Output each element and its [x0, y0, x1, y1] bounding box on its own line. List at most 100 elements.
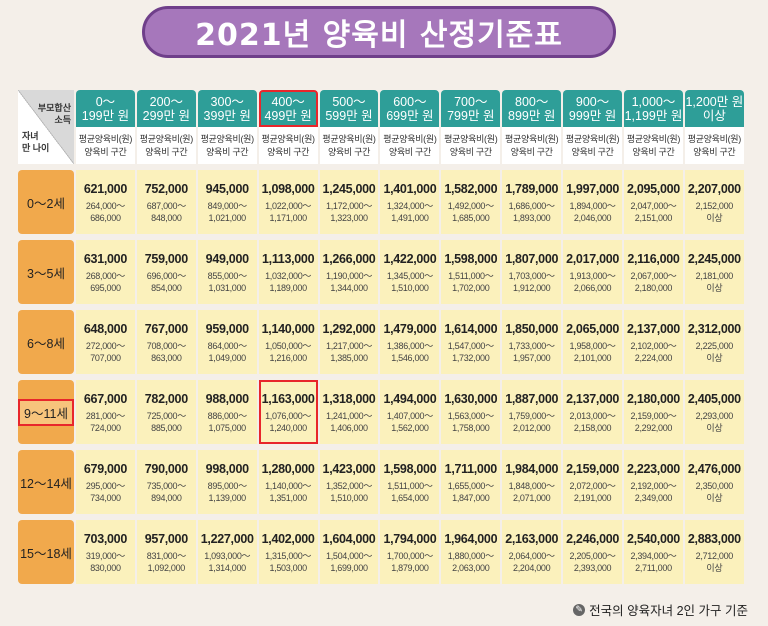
table-cell: 1,614,000 1,547,000～ 1,732,000: [441, 310, 501, 374]
table-cell: 752,000 687,000～ 848,000: [136, 170, 196, 234]
subheader-range-label: 양육비 구간: [388, 146, 431, 157]
cost-range-from: 886,000～: [207, 410, 247, 421]
cost-range-from: 1,407,000～: [386, 410, 433, 421]
cost-range-to: 이상: [706, 492, 723, 503]
income-range-line2: 899만 원: [508, 108, 556, 123]
cost-range-from: 864,000～: [207, 340, 247, 351]
average-cost: 2,163,000: [505, 531, 559, 546]
cost-range-from: 1,913,000～: [569, 270, 616, 281]
table-cell: 1,711,000 1,655,000～ 1,847,000: [441, 450, 501, 514]
subheader-avg-label: 평균양육비(원): [322, 133, 376, 144]
income-range-line2: 199만 원: [81, 108, 130, 123]
cost-range: 886,000～ 1,075,000: [208, 410, 247, 434]
cost-range-from: 1,386,000～: [386, 340, 433, 351]
age-label-text: 3～5세: [27, 266, 65, 281]
cost-range-to: 1,732,000: [452, 352, 490, 363]
income-column-header: 200～ 299만 원 평균양육비(원) 양육비 구간: [136, 90, 196, 164]
table-cell: 1,807,000 1,703,000～ 1,912,000: [502, 240, 562, 304]
average-cost: 1,280,000: [261, 461, 315, 476]
income-range-line2: 1,199만 원: [624, 108, 683, 123]
cost-range-to: 2,151,000: [634, 212, 673, 223]
cost-range: 1,407,000～ 1,562,000: [387, 410, 433, 434]
cost-range: 1,848,000～ 2,071,000: [509, 480, 555, 504]
cost-range: 1,511,000～ 1,654,000: [387, 480, 433, 504]
corner-income-label: 부모합산 소득: [38, 102, 71, 126]
row-age-label: 0～2세: [18, 170, 74, 234]
cost-range-from: 1,315,000～: [265, 550, 312, 561]
income-range: 800～ 899만 원: [502, 90, 562, 127]
cost-range-to: 2,292,000: [634, 422, 673, 433]
income-range-line1: 900～: [575, 94, 610, 109]
table-cell: 1,318,000 1,241,000～ 1,406,000: [319, 380, 379, 444]
cost-range-from: 1,093,000～: [204, 550, 251, 561]
subheader-avg-label: 평균양육비(원): [139, 133, 194, 144]
cost-range-from: 2,013,000～: [569, 410, 616, 421]
column-subheader: 평균양육비(원) 양육비 구간: [624, 127, 683, 164]
cost-range-from: 1,547,000～: [447, 340, 494, 351]
cost-range: 2,394,000～ 2,711,000: [630, 550, 676, 574]
cost-range-to: 1,021,000: [208, 212, 247, 223]
income-range-line1: 500～: [332, 94, 366, 109]
cost-range-to: 2,191,000: [573, 492, 612, 503]
cost-range: 1,880,000～ 2,063,000: [448, 550, 494, 574]
cost-range: 1,172,000～ 1,323,000: [326, 200, 372, 224]
cost-range-from: 1,190,000～: [325, 270, 373, 281]
average-cost: 2,246,000: [566, 531, 620, 546]
income-range: 200～ 299만 원: [136, 90, 196, 127]
age-label-text: 6～8세: [27, 336, 65, 351]
age-label-text: 12～14세: [20, 476, 72, 491]
cost-range: 1,352,000～ 1,510,000: [326, 480, 372, 504]
table-cell: 2,116,000 2,067,000～ 2,180,000: [624, 240, 683, 304]
average-cost: 2,476,000: [687, 461, 741, 476]
cost-range-from: 1,700,000～: [386, 550, 433, 561]
income-range-line1: 700～: [454, 94, 488, 109]
subheader-avg-label: 평균양육비(원): [505, 133, 559, 144]
table-cell: 2,180,000 2,159,000～ 2,292,000: [624, 380, 683, 444]
average-cost: 1,098,000: [261, 181, 315, 196]
footer-note: ✎ 전국의 양육자녀 2인 가구 기준: [573, 600, 748, 619]
average-cost: 1,402,000: [261, 531, 315, 546]
income-column-header: 700～ 799만 원 평균양육비(원) 양육비 구간: [441, 90, 501, 164]
cost-range: 2,205,000～ 2,393,000: [570, 550, 616, 574]
cost-range-from: 1,076,000～: [265, 410, 312, 421]
table-cell: 667,000 281,000～ 724,000: [76, 380, 135, 444]
cost-range-to: 1,510,000: [391, 282, 429, 293]
cost-range-from: 1,140,000～: [265, 480, 312, 491]
column-subheader: 평균양육비(원) 양육비 구간: [502, 127, 562, 164]
cost-range-to: 1,240,000: [269, 422, 307, 433]
average-cost: 1,582,000: [444, 181, 498, 196]
average-cost: 949,000: [205, 251, 249, 266]
average-cost: 1,318,000: [322, 391, 376, 406]
cost-range: 864,000～ 1,049,000: [208, 340, 247, 364]
cost-range-from: 1,703,000～: [508, 270, 555, 281]
table-cell: 759,000 696,000～ 854,000: [136, 240, 196, 304]
table-cell: 1,582,000 1,492,000～ 1,685,000: [441, 170, 501, 234]
cost-range-to: 1,171,000: [269, 212, 307, 223]
subheader-range-label: 양육비 구간: [449, 146, 492, 157]
average-cost: 1,401,000: [383, 181, 437, 196]
average-cost: 1,140,000: [261, 321, 315, 336]
subheader-range-label: 양육비 구간: [571, 146, 614, 157]
cost-range: 735,000～ 894,000: [147, 480, 186, 504]
table-cell: 1,245,000 1,172,000～ 1,323,000: [319, 170, 379, 234]
table-cell: 703,000 319,000～ 830,000: [76, 520, 135, 584]
age-label-text: 15～18세: [20, 546, 72, 561]
cost-range-to: 1,139,000: [208, 492, 247, 503]
income-range-line1: 300～: [210, 94, 244, 109]
table-cell: 988,000 886,000～ 1,075,000: [197, 380, 257, 444]
cost-range-to: 1,685,000: [452, 212, 490, 223]
table-corner-header: 부모합산 소득 자녀 만 나이: [18, 90, 74, 164]
table-cell: 1,402,000 1,315,000～ 1,503,000: [258, 520, 318, 584]
footer-text: 전국의 양육자녀 2인 가구 기준: [589, 604, 748, 618]
income-range: 900～ 999만 원: [563, 90, 623, 127]
average-cost: 998,000: [205, 461, 249, 476]
cost-range: 1,315,000～ 1,503,000: [265, 550, 311, 574]
cost-range: 725,000～ 885,000: [147, 410, 186, 434]
income-range-line1: 1,000～: [631, 94, 676, 109]
table-cell: 1,887,000 1,759,000～ 2,012,000: [502, 380, 562, 444]
cost-range: 2,152,000 이상: [696, 200, 734, 224]
row-age-label: 12～14세: [18, 450, 74, 514]
cost-range-to: 1,562,000: [391, 422, 429, 433]
cost-range: 855,000～ 1,031,000: [208, 270, 247, 294]
cost-range: 2,159,000～ 2,292,000: [630, 410, 676, 434]
